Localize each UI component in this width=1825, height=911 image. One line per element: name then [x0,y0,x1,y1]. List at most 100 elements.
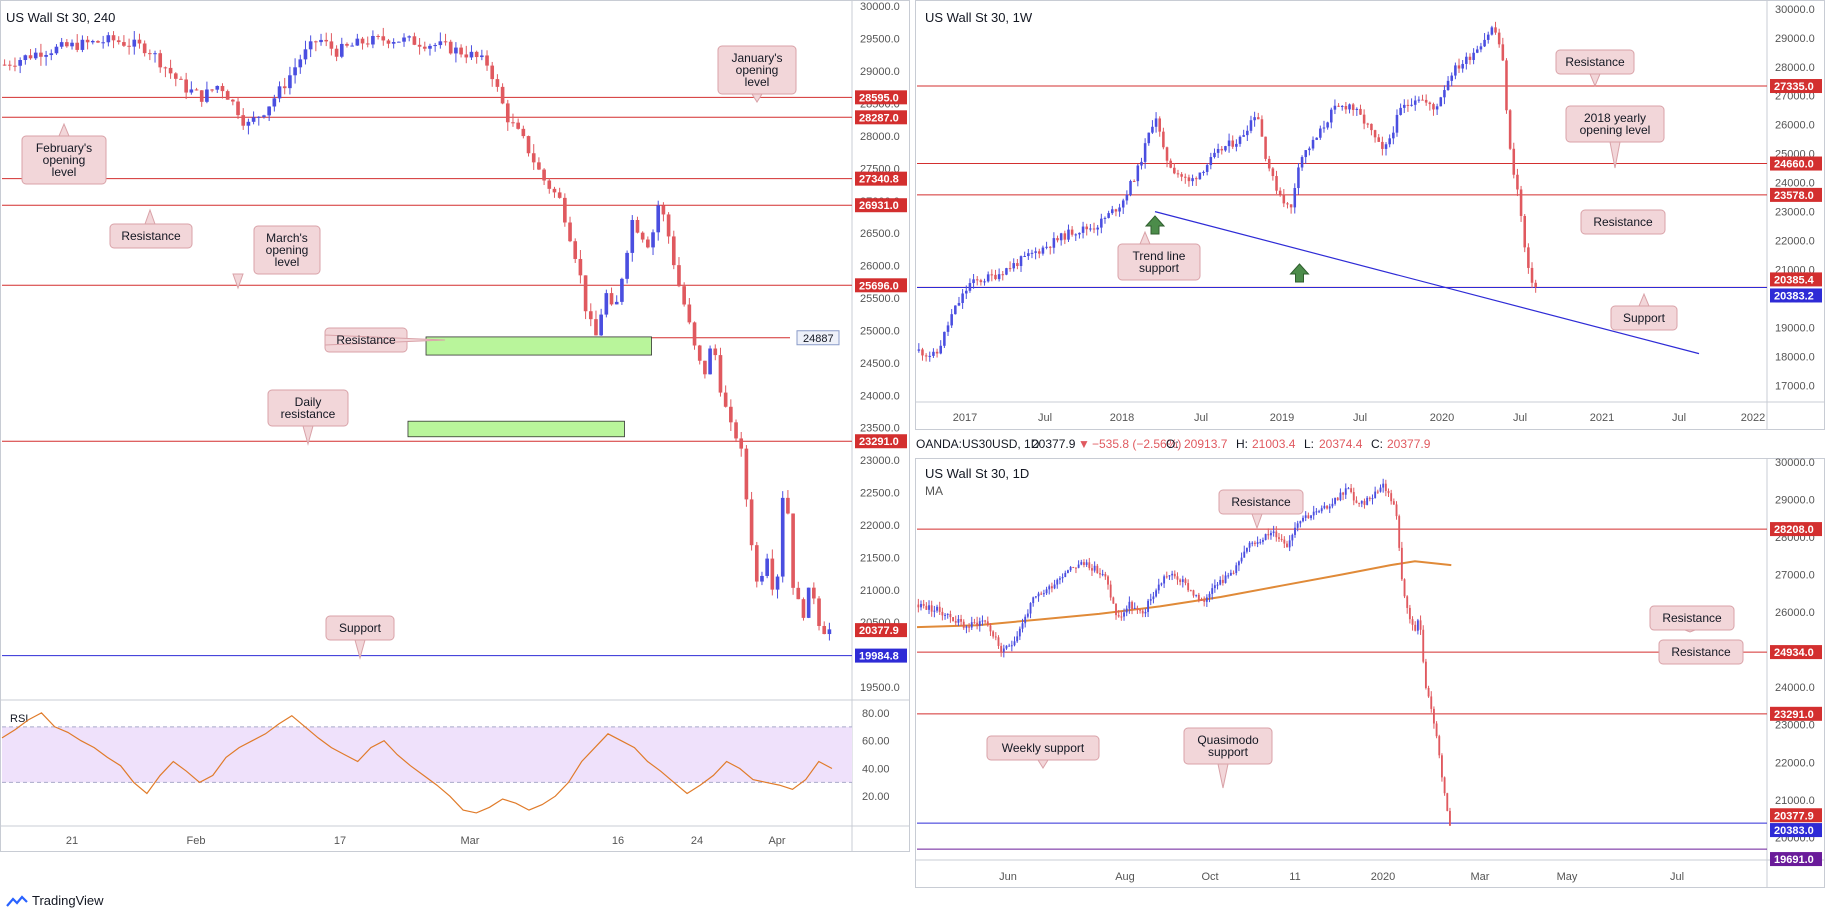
daily-candle-body [962,621,965,628]
h4-level-label-bg [855,434,907,449]
weekly-candle-body [1475,49,1479,53]
weekly-candle-body [1216,148,1220,153]
daily-annotation: Weekly support [1002,741,1085,755]
weekly-candle-body [1413,100,1417,105]
tradingview-logo[interactable]: TradingView [6,893,104,908]
daily-candle-body [1141,610,1144,614]
weekly-chart[interactable]: US Wall St 30, 1W 30000.0 29000.0 28000.0 27… [915,0,1825,430]
weekly-annotation: Trend line support [1133,249,1186,275]
weekly-chart-panel[interactable]: US Wall St 30, 1W 30000.0 29000.0 28000.0 27… [915,0,1825,430]
weekly-candle-body [1081,226,1085,233]
h4-candle-body [194,89,199,91]
weekly-candle-body [1202,171,1205,173]
weekly-candle-body [957,302,961,306]
daily-candle-body [1296,523,1299,528]
h4-candle-body [137,39,142,44]
h4-candle-body [116,40,121,43]
h4-y-tick: 21500.0 [860,552,900,564]
h4-chart[interactable]: US Wall St 30, 240 30000.0 29500.0 29000.0 2… [0,0,910,856]
weekly-candle-body [1023,256,1026,258]
daily-x-tick: May [1557,871,1578,883]
weekly-candle-body [1366,123,1370,125]
daily-candle-body [1347,488,1350,490]
h4-candle-body [511,122,515,124]
h4-candle-body [568,222,572,242]
h4-candle-body [189,89,194,93]
h4-candle-body [33,52,38,59]
h4-x-tick: Mar [461,835,480,847]
weekly-candle-body [1402,104,1406,108]
daily-annotation: Resistance [1671,645,1731,659]
brand-label: TradingView [32,893,104,908]
daily-candle-body [1200,599,1203,601]
h4-candle-body [703,360,707,375]
h4-candle-body [241,115,246,126]
weekly-annotation: Support [1623,311,1666,325]
h4-candle-body [90,40,95,43]
h4-candle-body [308,41,313,50]
daily-chart-panel[interactable]: OANDA:US30USD, 1D 20377.9 ▼ −535.8 (−2.56%)… [915,432,1825,888]
weekly-candle-body [1074,234,1078,236]
h4-candle-body [334,48,339,57]
h4-candle-body [220,85,225,92]
weekly-candle-body [1300,157,1304,168]
weekly-candle-body [1381,141,1384,149]
daily-candle-body [1350,488,1353,493]
h4-candle-body [246,121,251,126]
daily-candle-body [1045,589,1048,594]
weekly-candle-body [1377,137,1381,142]
h4-title: US Wall St 30, 240 [6,10,115,25]
weekly-candle-body [1264,136,1267,159]
daily-candle-body [1197,594,1200,600]
weekly-x-tick: 2022 [1741,412,1765,424]
daily-ma-line [916,560,1452,629]
h4-annotation: Resistance [336,333,396,347]
weekly-candle-body [1096,227,1099,230]
daily-candle-body [1312,511,1315,516]
daily-candle-body [1157,584,1160,591]
h4-candle-body [505,103,510,123]
daily-candle-body [922,603,925,606]
weekly-y-tick: 17000.0 [1775,381,1815,393]
weekly-candle-body [1468,56,1472,60]
h4-candle-body [199,90,204,102]
weekly-candle-body [1271,168,1275,177]
daily-candle-body [1408,607,1411,620]
daily-candle-body [1275,531,1278,538]
daily-candle-body [1165,576,1168,578]
h4-candle-body [13,65,17,67]
h4-annotation-tail [58,122,70,137]
h4-candle-body [656,205,661,233]
h4-candle-body [459,47,463,55]
h4-candle-body [651,232,655,248]
weekly-candle-body [1118,207,1121,212]
weekly-candle-body [1297,167,1300,189]
weekly-candle-body [1132,181,1136,183]
weekly-candle-body [1388,138,1391,145]
h4-candle-body [59,42,64,47]
daily-candle-body [1400,547,1403,580]
daily-candle-body [1115,603,1117,616]
h4-candle-body [293,67,297,76]
weekly-candle-body [1351,104,1355,110]
h4-candle-body [537,162,541,170]
daily-candle-body [1291,534,1294,541]
h4-annotation-tail [144,208,156,225]
weekly-candle-body [1319,128,1322,138]
daily-candle-body [1339,492,1342,501]
weekly-candle-body [1030,252,1034,254]
weekly-candle-body [1454,65,1457,76]
h4-candle-body [231,99,235,102]
daily-candle-body [1251,542,1254,544]
h4-candle-body [101,42,105,44]
weekly-y-tick: 27000.0 [1775,91,1815,103]
h4-rsi-tick: 60.00 [862,736,890,748]
daily-title: US Wall St 30, 1D [925,466,1029,481]
weekly-candle-body [943,331,946,346]
h4-annotation: March's opening level [266,231,309,269]
daily-candle-body [1091,568,1093,571]
h4-chart-panel[interactable]: US Wall St 30, 240 30000.0 29500.0 29000.0 2… [0,0,910,856]
h4-y-tick: 22000.0 [860,520,900,532]
h4-candle-body [2,64,7,66]
